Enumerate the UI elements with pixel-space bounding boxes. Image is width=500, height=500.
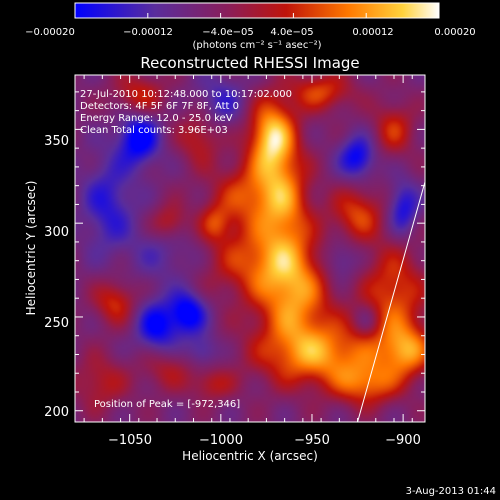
- plot-frame: [74, 74, 426, 423]
- colorbar-tick-label-2: −4.0e−05: [202, 27, 254, 38]
- y-tick-label-2: 300: [44, 225, 69, 240]
- limb-line: [357, 181, 426, 423]
- axis-ticks: [75, 75, 425, 422]
- y-tick-label-0: 200: [44, 405, 69, 420]
- peak-position-label: Position of Peak = [-972,346]: [94, 399, 240, 410]
- colorbar-units-label: (photons cm⁻² s⁻¹ asec⁻²): [192, 40, 321, 51]
- colorbar: [74, 2, 440, 19]
- annotation-clean: Clean Total counts: 3.96E+03: [80, 125, 228, 136]
- x-tick-label-3: −900: [385, 433, 421, 448]
- x-tick-label-1: −1000: [199, 433, 243, 448]
- date-stamp: 3-Aug-2013 01:44: [406, 486, 496, 497]
- x-tick-label-2: −950: [294, 433, 330, 448]
- annotation-detectors: Detectors: 4F 5F 6F 7F 8F, Att 0: [80, 101, 239, 112]
- colorbar-tick-label-1: −0.00012: [123, 27, 173, 38]
- colorbar-tick-label-3: 4.0e−05: [270, 27, 313, 38]
- colorbar-ticks: [74, 13, 440, 18]
- colorbar-tick-label-4: 0.00012: [352, 27, 393, 38]
- y-axis-label: Heliocentric Y (arcsec): [24, 181, 38, 316]
- x-axis-label: Heliocentric X (arcsec): [182, 449, 318, 463]
- chart-title: Reconstructed RHESSI Image: [140, 54, 359, 72]
- heatmap-image: [75, 75, 425, 422]
- y-tick-label-3: 350: [44, 134, 69, 149]
- annotation-time: 27-Jul-2010 10:12:48.000 to 10:17:02.000: [80, 89, 292, 100]
- colorbar-tick-label-0: −0.00020: [25, 27, 75, 38]
- x-tick-label-0: −1050: [108, 433, 152, 448]
- heatmap-raster: [75, 75, 425, 422]
- annotation-energy: Energy Range: 12.0 - 25.0 keV: [80, 113, 233, 124]
- y-tick-label-1: 250: [44, 316, 69, 331]
- colorbar-tick-label-5: 0.00020: [434, 27, 475, 38]
